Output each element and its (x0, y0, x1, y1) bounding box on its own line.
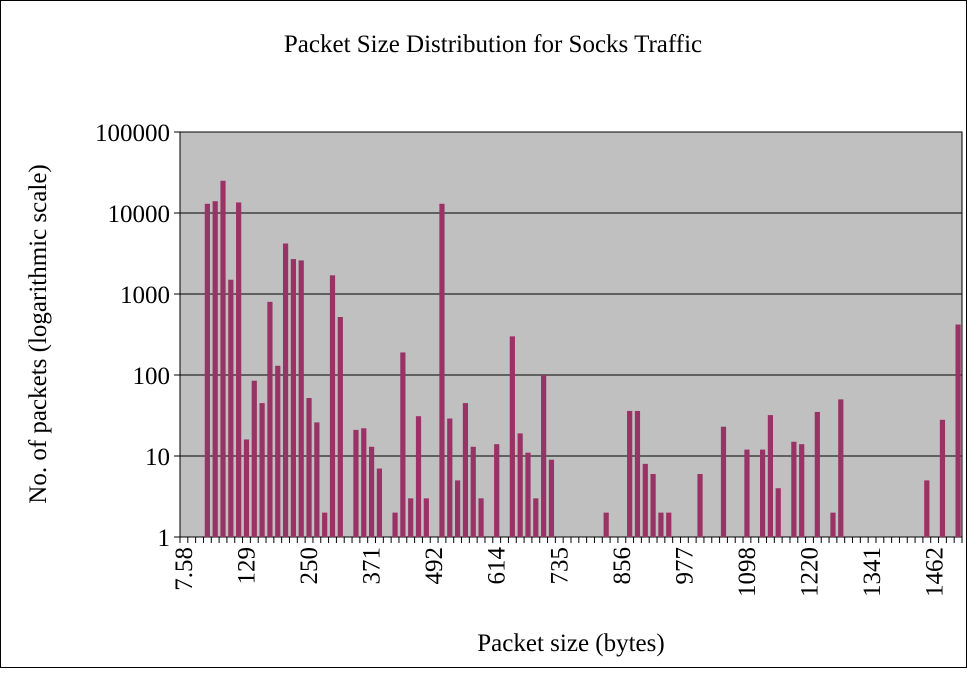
bar (642, 463, 648, 537)
bar (298, 260, 304, 537)
bar (228, 279, 234, 537)
bar (236, 202, 242, 537)
x-tick-label: 977 (671, 547, 698, 585)
bar (939, 419, 946, 537)
y-tick-label: 1000 (120, 282, 170, 309)
bar (275, 365, 281, 537)
bar (447, 418, 453, 537)
bar (439, 203, 445, 538)
y-tick-label: 1 (158, 525, 171, 552)
x-tick-label: 1220 (797, 547, 824, 597)
bar (314, 422, 320, 537)
bar (924, 480, 930, 537)
bar (830, 512, 836, 537)
bar (408, 498, 414, 537)
y-tick-label: 10 (145, 444, 170, 471)
bar (697, 473, 703, 537)
bar (392, 512, 398, 537)
bar (455, 480, 461, 537)
bar (267, 301, 273, 537)
x-tick-label: 250 (296, 547, 323, 585)
bar (337, 317, 343, 537)
bar (243, 439, 250, 537)
x-tick-label: 492 (421, 547, 448, 585)
bar (541, 375, 547, 537)
bar (212, 201, 218, 537)
bar (603, 512, 609, 537)
bar (329, 275, 336, 537)
bar (220, 180, 226, 538)
bar (634, 410, 641, 537)
x-tick-label: 735 (546, 547, 573, 585)
bar (759, 449, 766, 537)
bar (658, 512, 664, 537)
bar (282, 243, 289, 538)
y-tick-label: 100000 (95, 120, 170, 147)
x-tick-label: 371 (359, 547, 386, 585)
bar (525, 452, 531, 537)
y-axis-title: No. of packets (logarithmic scale) (25, 164, 52, 503)
bar (423, 498, 429, 537)
bar (400, 352, 406, 537)
bar (744, 449, 750, 537)
y-tick-label: 100 (133, 363, 171, 390)
bar (775, 488, 781, 537)
x-tick-label: 7.58 (171, 547, 198, 591)
bar (290, 259, 296, 537)
x-tick-label: 1341 (859, 547, 886, 597)
bar (720, 426, 727, 537)
bar (533, 498, 539, 537)
bar (627, 410, 633, 537)
bar (462, 403, 469, 537)
bar (306, 398, 312, 537)
bar (368, 446, 375, 537)
x-tick-label: 856 (609, 547, 636, 585)
bar (791, 441, 797, 537)
bar (361, 428, 367, 537)
bar (470, 446, 476, 537)
bar (650, 473, 656, 537)
bar (838, 399, 844, 537)
x-axis-title: Packet size (bytes) (477, 630, 664, 657)
x-tick-label: 129 (233, 547, 260, 585)
bar (353, 429, 359, 537)
x-tick-label: 1462 (922, 547, 949, 597)
bar (509, 336, 515, 537)
x-tick-label: 614 (484, 547, 511, 585)
bar (955, 324, 961, 537)
bar (259, 403, 265, 537)
y-tick-label: 10000 (108, 201, 171, 228)
bar (322, 512, 328, 537)
bar (376, 468, 383, 537)
bar (666, 512, 672, 537)
chart-title: Packet Size Distribution for Socks Traff… (284, 31, 702, 58)
bar (251, 380, 257, 537)
plot-area (180, 132, 962, 537)
bar (767, 415, 774, 537)
bar (799, 444, 805, 537)
x-tick-label: 1098 (734, 547, 761, 597)
bar (204, 203, 210, 538)
bar (517, 433, 523, 537)
bar (814, 411, 820, 537)
bar (415, 416, 422, 537)
bar (548, 459, 555, 537)
bar (478, 498, 484, 537)
bar (494, 444, 500, 537)
